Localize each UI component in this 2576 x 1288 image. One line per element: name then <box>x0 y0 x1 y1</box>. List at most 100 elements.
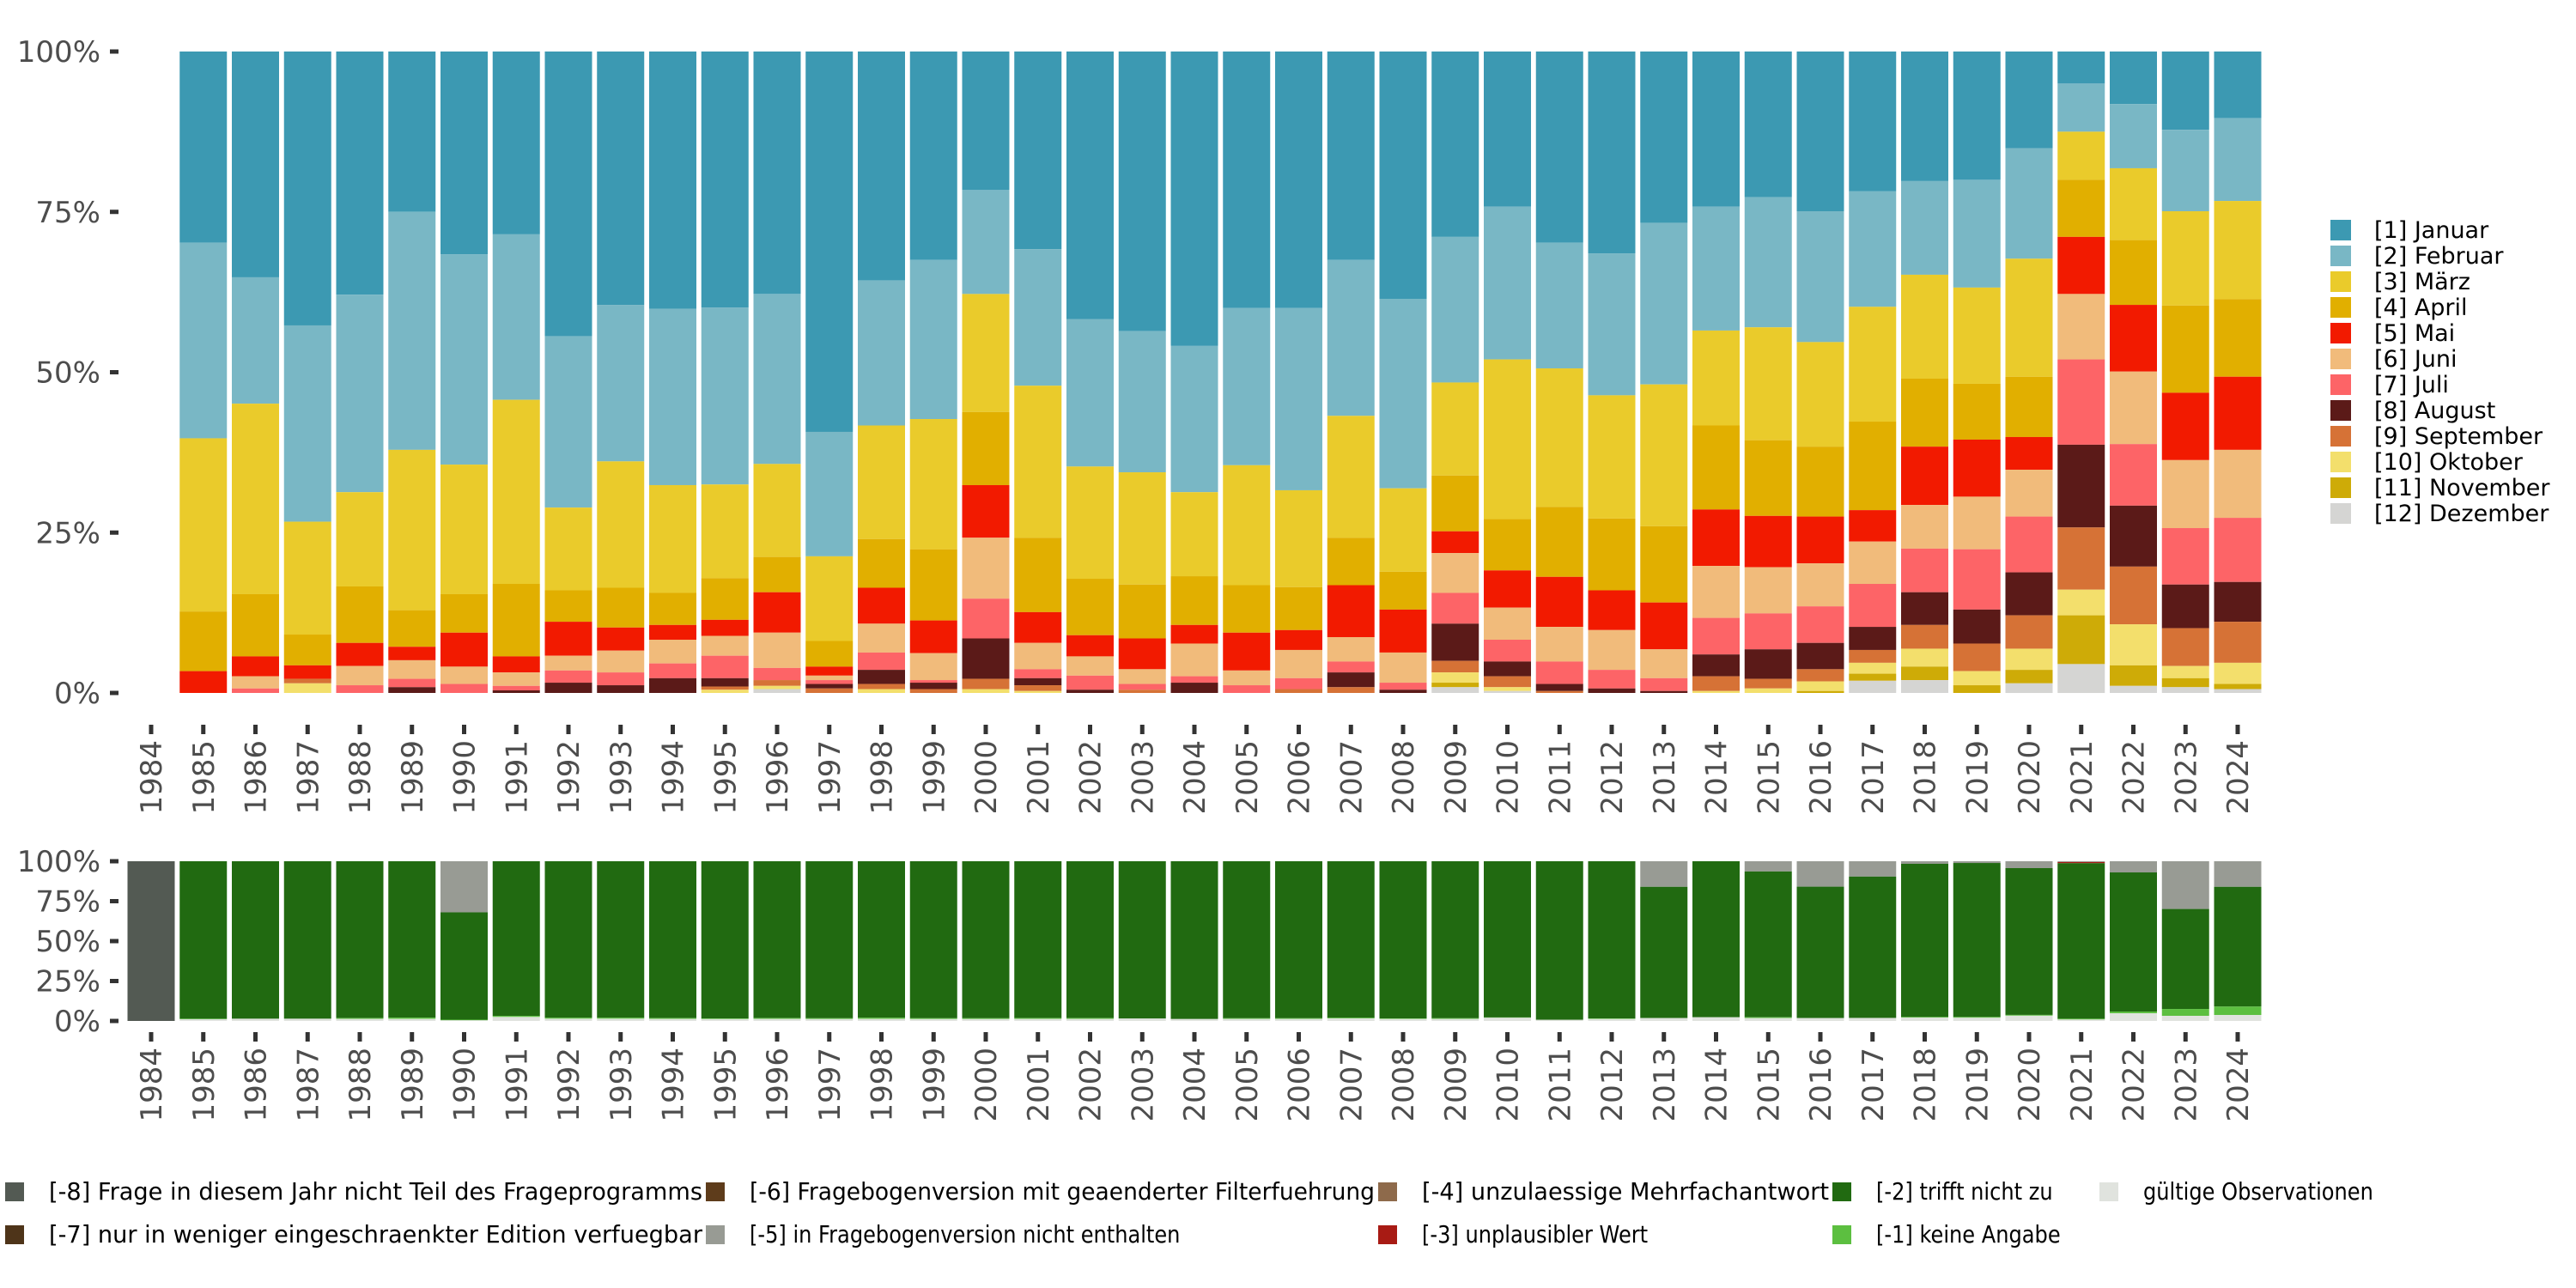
sub-y-axis: 0% 25% 50% 75% 100% <box>17 845 118 1039</box>
bar-segment-2001-10-oktober <box>1014 690 1062 693</box>
bar-segment-2011-3-maerz <box>1535 368 1583 507</box>
bar-segment-2008-8-august <box>1379 690 1427 693</box>
bar-segment-1986-1-januar <box>232 52 279 277</box>
bar-segment-1996-4-april <box>753 556 801 592</box>
bar-segment-2013-5-mai <box>1640 602 1688 650</box>
bar-segment-1993-5-mai <box>597 627 645 651</box>
bar-segment-2000-2-trifft-nicht-zu <box>962 861 1010 1018</box>
bar-segment-2001-7-juli <box>1014 669 1062 678</box>
bar-segment-2020-8-august <box>2005 572 2053 616</box>
bar-segment-2024-8-august <box>2214 581 2262 623</box>
bar-segment-1996-6-juni <box>753 632 801 668</box>
bar-segment-2017-4-april <box>1849 422 1897 511</box>
bar-segment-1991-8-august <box>492 690 540 693</box>
bar-segment-2007-2-trifft-nicht-zu <box>1327 861 1375 1018</box>
bar-segment-2015-5-in-fragebogenversion-nicht-enthalten <box>1744 861 1792 872</box>
bar-segment-2006-5-mai <box>1275 629 1322 650</box>
bar-segment-1997-4-april <box>805 641 854 667</box>
y-tick-label: 0% <box>54 1005 100 1039</box>
bar-segment-2000-1-keine-angabe <box>962 1018 1010 1019</box>
bar-segment-1999-5-mai <box>909 620 957 653</box>
bar-segment-2018-10-oktober <box>1901 648 1948 667</box>
y-tick-label: 0% <box>54 677 100 711</box>
bar-segment-2016-8-august <box>1796 642 1844 670</box>
bar-segment-2011-gueltige-observationen <box>1535 1019 1583 1021</box>
bar-segment-1996-5-mai <box>753 592 801 633</box>
x-tick-label-1987: 1987 <box>291 1048 325 1122</box>
bar-segment-2012-7-juli <box>1588 670 1636 689</box>
bar-segment-1996-1-keine-angabe <box>753 1018 801 1019</box>
bar-segment-2015-5-mai <box>1744 515 1792 568</box>
x-tick-label-1997: 1997 <box>813 740 848 815</box>
bar-segment-2003-2-februar <box>1118 331 1166 473</box>
bar-segment-2005-6-juni <box>1223 670 1271 686</box>
bar-segment-1995-3-maerz <box>701 484 749 579</box>
bar-segment-2023-2-februar <box>2161 130 2209 211</box>
x-tick-label-2000: 2000 <box>969 1048 1004 1122</box>
bar-segment-1987-gueltige-observationen <box>283 1018 331 1021</box>
legend-swatch <box>1378 1182 1397 1201</box>
bar-segment-2008-2-februar <box>1379 299 1427 489</box>
bar-segment-2001-1-januar <box>1014 52 1062 250</box>
bar-segment-1994-3-maerz <box>649 484 696 593</box>
bar-segment-1991-4-april <box>492 584 540 657</box>
bar-segment-1990-6-juni <box>440 666 488 684</box>
bar-segment-2016-2-trifft-nicht-zu <box>1796 886 1844 1018</box>
x-tick-label-2006: 2006 <box>1283 1048 1317 1122</box>
x-tick-label-1997: 1997 <box>813 1048 848 1122</box>
bar-segment-1999-1-keine-angabe <box>909 1018 957 1019</box>
bar-segment-2012-4-april <box>1588 518 1636 591</box>
bar-segment-2013-1-januar <box>1640 52 1688 223</box>
bar-segment-2020-5-in-fragebogenversion-nicht-enthalten <box>2005 861 2053 868</box>
x-tick-label-1992: 1992 <box>552 740 586 815</box>
bar-segment-2007-4-april <box>1327 538 1375 586</box>
x-tick-label-1995: 1995 <box>708 740 743 815</box>
bar-segment-2023-8-august <box>2161 584 2209 629</box>
bar-segment-2018-gueltige-observationen <box>1901 1018 1948 1021</box>
bar-segment-1992-2-trifft-nicht-zu <box>544 861 592 1018</box>
bar-segment-1988-gueltige-observationen <box>336 1018 384 1021</box>
bar-segment-2004-5-mai <box>1170 624 1218 644</box>
bar-segment-2005-2-februar <box>1223 307 1271 465</box>
bar-segment-2004-2-februar <box>1170 345 1218 493</box>
legend-item-8-august: [8] August <box>2330 398 2495 424</box>
bar-segment-2018-4-april <box>1901 378 1948 447</box>
bar-segment-2004-2-trifft-nicht-zu <box>1170 861 1218 1019</box>
bar-segment-2005-1-keine-angabe <box>1223 1018 1271 1019</box>
bar-segment-1992-3-maerz <box>544 507 592 591</box>
x-tick-label-2004: 2004 <box>1178 740 1212 815</box>
bar-segment-1998-8-august <box>858 670 905 684</box>
bar-segment-2023-3-maerz <box>2161 211 2209 306</box>
bar-segment-2023-6-juni <box>2161 459 2209 529</box>
x-tick-label-1989: 1989 <box>396 1048 430 1122</box>
y-tick-label: 25% <box>35 965 100 999</box>
legend-label: [11] November <box>2374 475 2550 501</box>
x-tick-label-1985: 1985 <box>187 740 222 815</box>
bar-segment-2004-8-august <box>1170 683 1218 693</box>
bar-segment-2022-5-mai <box>2110 305 2157 372</box>
bar-segment-1994-2-trifft-nicht-zu <box>649 861 696 1018</box>
bar-segment-2006-1-januar <box>1275 52 1322 308</box>
bar-segment-1986-7-juli <box>232 688 279 693</box>
legend-item-7-juli: [7] Juli <box>2330 372 2449 398</box>
bar-segment-2002-2-trifft-nicht-zu <box>1066 861 1114 1018</box>
legend-item-3-unplausibler-wert: [-3] unplausibler Wert <box>1378 1220 1648 1249</box>
bar-segment-1989-4-april <box>388 610 436 647</box>
bar-segment-2002-7-juli <box>1066 675 1114 690</box>
bar-segment-1995-4-april <box>701 578 749 620</box>
x-tick-label-2018: 2018 <box>1909 740 1943 815</box>
bar-segment-1993-8-august <box>597 685 645 693</box>
bar-segment-2009-3-maerz <box>1431 382 1479 476</box>
bar-segment-2001-2-trifft-nicht-zu <box>1014 861 1062 1018</box>
x-tick-label-2023: 2023 <box>2169 1048 2203 1122</box>
bar-segment-1985-4-april <box>179 611 228 671</box>
bar-segment-2019-2-februar <box>1953 179 2001 288</box>
bar-segment-2023-12-dezember <box>2161 687 2209 693</box>
bar-segment-2023-9-september <box>2161 628 2209 666</box>
x-tick-label-2016: 2016 <box>1804 740 1838 815</box>
bar-segment-2018-5-mai <box>1901 447 1948 506</box>
bar-segment-2015-7-juli <box>1744 613 1792 650</box>
bar-segment-2000-7-juli <box>962 598 1010 639</box>
bar-segment-1992-5-mai <box>544 622 592 656</box>
x-tick-label-2019: 2019 <box>1960 1048 1995 1122</box>
